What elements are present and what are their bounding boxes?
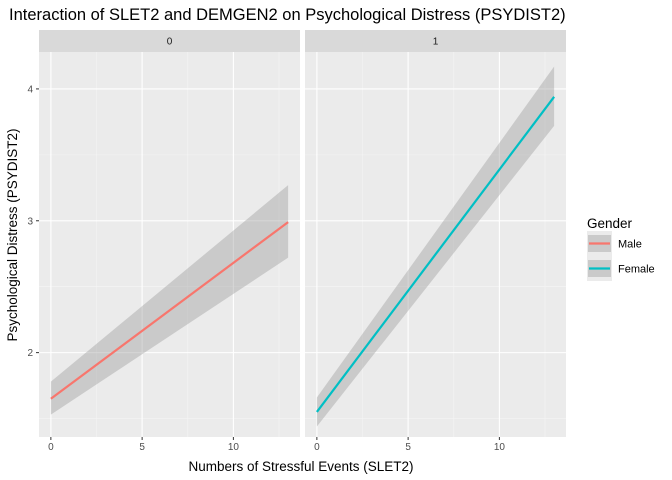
fit-line-female bbox=[315, 96, 556, 413]
legend-label-female: Female bbox=[618, 264, 655, 276]
x-axis-title: Numbers of Stressful Events (SLET2) bbox=[188, 459, 413, 474]
x-tick-label: 5 bbox=[139, 442, 145, 453]
x-tick-label: 5 bbox=[405, 442, 411, 453]
strip-label: 1 bbox=[433, 37, 439, 48]
confidence-band bbox=[316, 66, 555, 427]
strip-background bbox=[305, 30, 566, 52]
legend-label-male: Male bbox=[618, 239, 642, 251]
x-tick-label: 10 bbox=[228, 442, 240, 453]
chart-title: Interaction of SLET2 and DEMGEN2 on Psyc… bbox=[9, 6, 566, 24]
y-tick-label: 2 bbox=[27, 348, 33, 359]
x-tick-label: 0 bbox=[48, 442, 54, 453]
panel-background bbox=[305, 52, 566, 437]
strip-label: 0 bbox=[167, 37, 173, 48]
legend-title: Gender bbox=[587, 216, 633, 231]
panel-0: 0 0 5 10 2 3 4 bbox=[27, 30, 300, 453]
legend: Gender Male Female bbox=[587, 216, 655, 281]
strip-background bbox=[39, 30, 300, 52]
confidence-band bbox=[50, 185, 289, 415]
panel-1: 10 5 10 bbox=[305, 30, 566, 453]
y-axis-title: Psychological Distress (PSYDIST2) bbox=[5, 128, 20, 341]
x-tick-label: 0 bbox=[314, 442, 320, 453]
x-tick-label: 10 bbox=[494, 442, 506, 453]
y-tick-label: 3 bbox=[27, 216, 33, 227]
fit-line-male bbox=[50, 221, 289, 400]
y-tick-label: 4 bbox=[27, 84, 33, 95]
